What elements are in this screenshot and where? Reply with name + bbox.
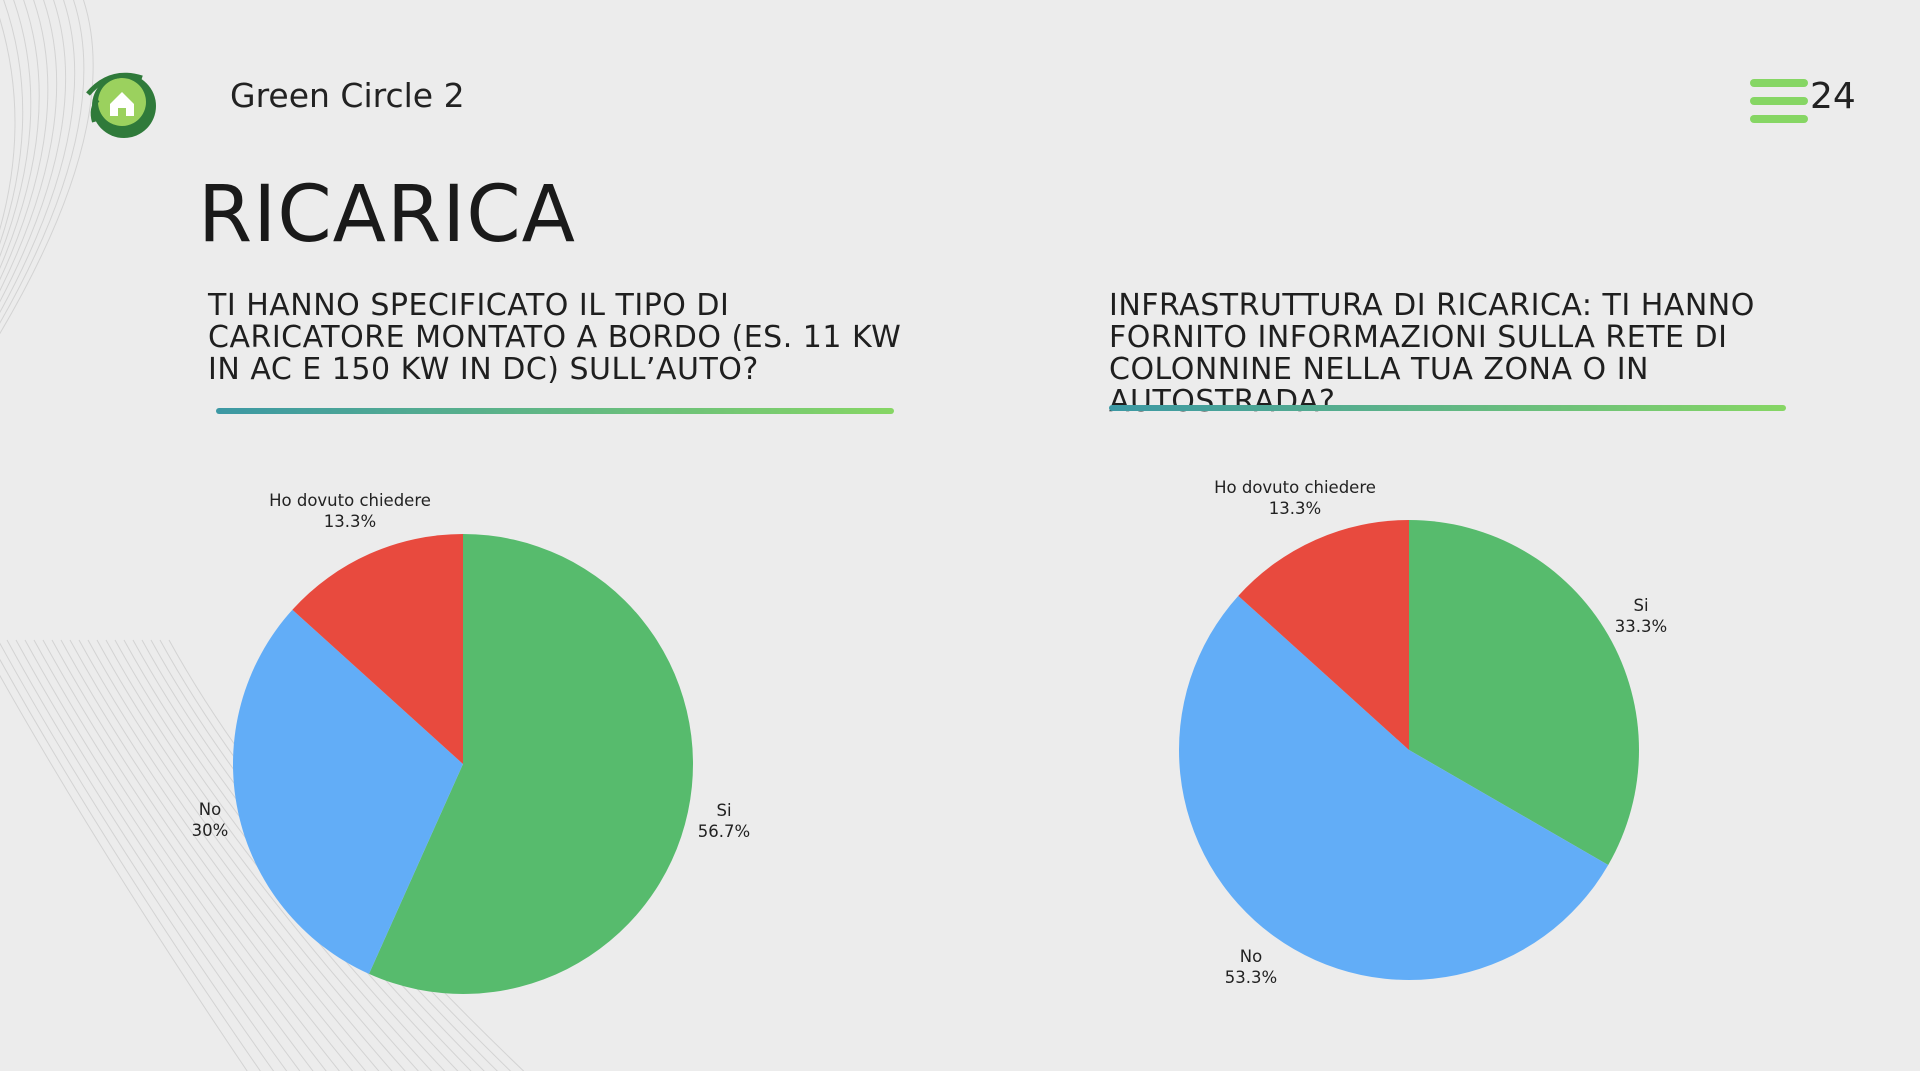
slice-label-name: Ho dovuto chiedere	[1214, 478, 1376, 497]
pie-slice-si	[369, 534, 694, 994]
slice-label-name: No	[199, 800, 221, 819]
green-circle-logo	[86, 72, 156, 138]
brand-name: Green Circle 2	[230, 76, 465, 115]
slice-label-name: Ho dovuto chiedere	[269, 491, 431, 510]
slice-label-value: 56.7%	[698, 822, 750, 841]
pie-chart-charger-type: Si 56.7% No 30% Ho dovuto chiedere 13.3%	[192, 491, 750, 994]
slice-label-value: 30%	[192, 821, 229, 840]
chart-2-title-underline	[1109, 405, 1786, 411]
pie-slice-ho-dovuto-chiedere	[1238, 520, 1409, 750]
chart-1-title: TI HANNO SPECIFICATO IL TIPO DI CARICATO…	[208, 288, 902, 387]
slice-label-name: No	[1240, 947, 1262, 966]
pie-chart-charging-infrastructure: Si 33.3% No 53.3% Ho dovuto chiedere 13.3%	[1179, 478, 1667, 987]
chart-2-title: INFRASTRUTTURA DI RICARICA: TI HANNO FOR…	[1109, 288, 1755, 419]
page-title: RICARICA	[198, 170, 577, 260]
hamburger-menu-icon[interactable]	[1750, 79, 1808, 125]
slice-label-name: Si	[1633, 596, 1648, 615]
pie-slice-ho-dovuto-chiedere	[292, 534, 463, 764]
pie-slice-no	[233, 609, 463, 974]
slice-label-value: 13.3%	[1269, 499, 1321, 518]
page-number: 24	[1810, 76, 1856, 117]
pie-slice-si	[1409, 520, 1639, 865]
slice-label-value: 53.3%	[1225, 968, 1277, 987]
pie-slice-no	[1179, 595, 1609, 980]
slice-label-value: 13.3%	[324, 512, 376, 531]
chart-1-title-underline	[216, 408, 894, 414]
slice-label-value: 33.3%	[1615, 617, 1667, 636]
slice-label-name: Si	[716, 801, 731, 820]
